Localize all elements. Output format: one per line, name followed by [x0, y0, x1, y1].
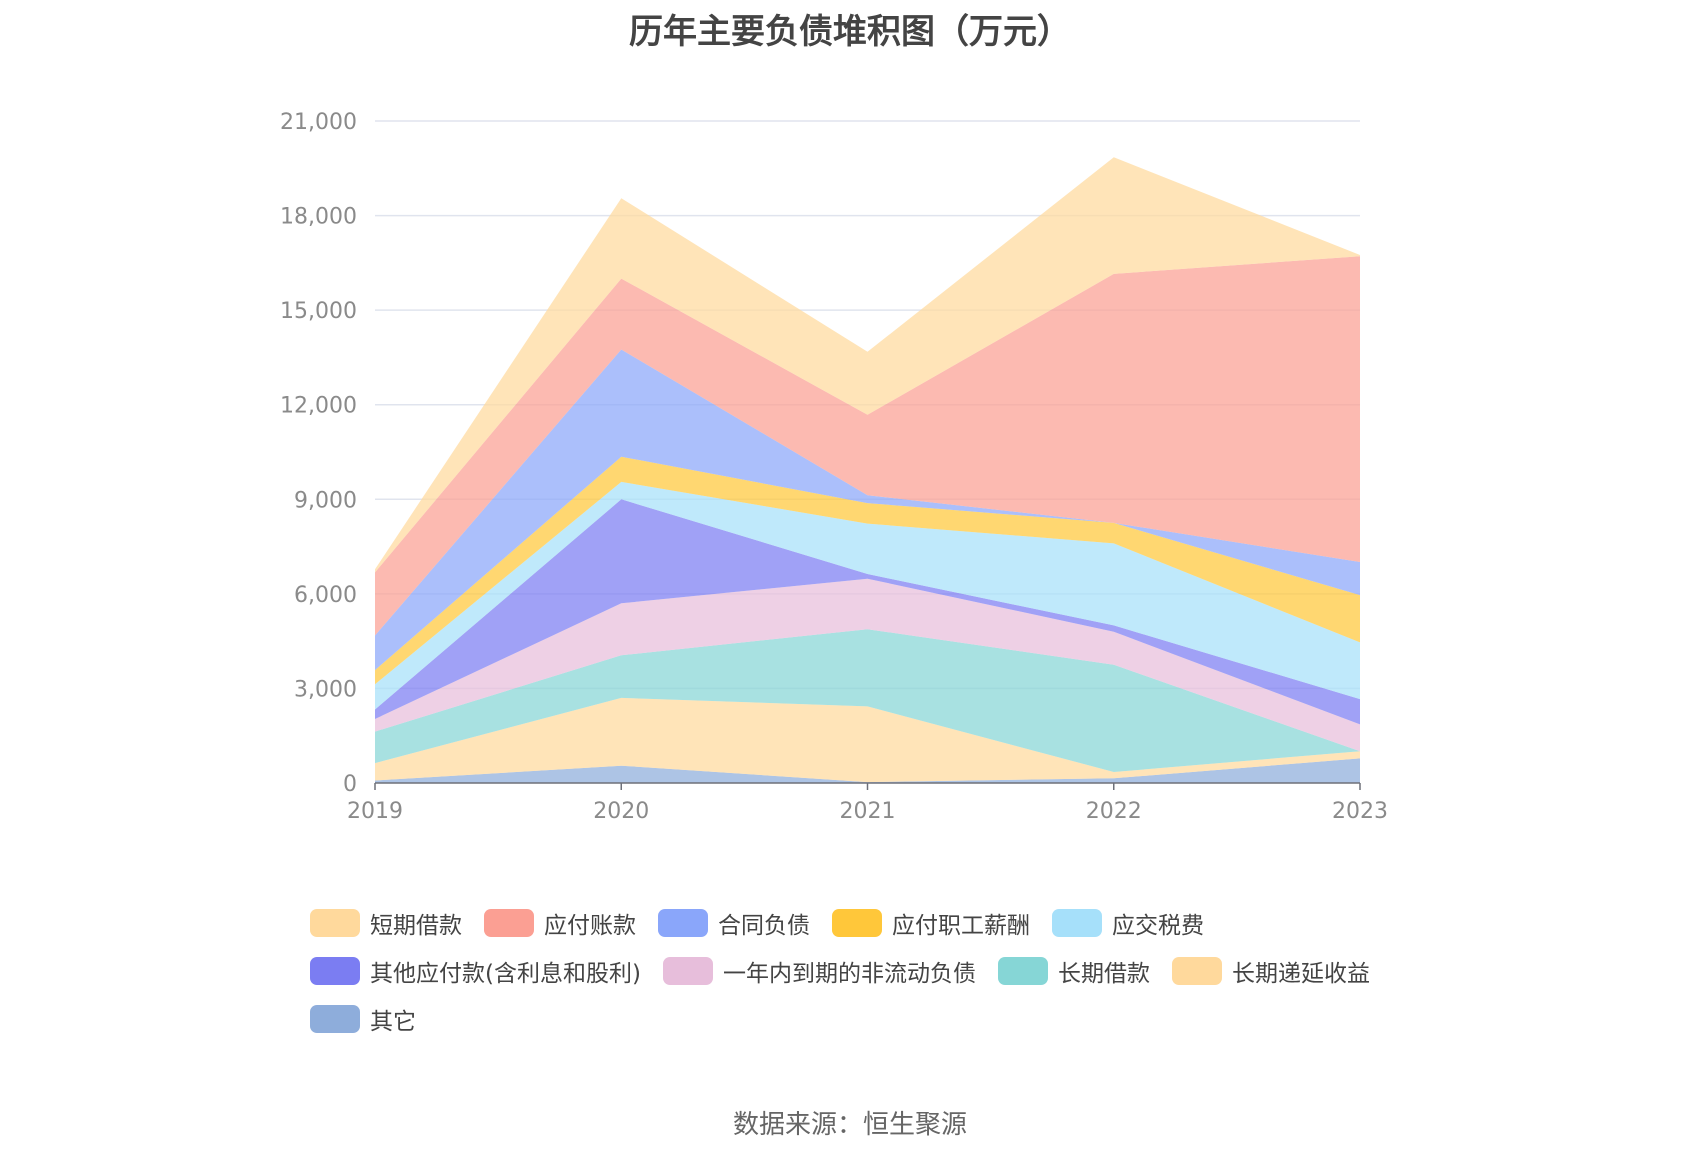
legend-label: 短期借款: [370, 913, 462, 939]
area-应付账款[interactable]: [375, 256, 1360, 636]
legend-item[interactable]: 应付账款: [484, 906, 636, 940]
y-tick-label: 12,000: [280, 394, 357, 419]
legend-item[interactable]: 长期递延收益: [1171, 954, 1370, 988]
legend-label: 长期借款: [1057, 961, 1150, 987]
area-series: [375, 157, 1360, 783]
legend-label: 其他应付款(含利息和股利): [370, 961, 641, 987]
legend-item[interactable]: 应交税费: [1052, 906, 1204, 940]
legend-item[interactable]: 长期借款: [997, 954, 1150, 988]
legend-swatch: [310, 909, 360, 937]
legend-swatch: [484, 909, 534, 937]
area-长期借款[interactable]: [375, 629, 1360, 772]
legend-item[interactable]: 其它: [310, 1002, 416, 1036]
legend-swatch: [1052, 909, 1102, 937]
x-tick-label: 2022: [1086, 799, 1142, 824]
chart-title: 历年主要负债堆积图（万元）: [629, 12, 1071, 52]
area-合同负债[interactable]: [375, 349, 1360, 671]
legend-label: 应交税费: [1112, 913, 1204, 939]
legend-swatch: [310, 957, 360, 985]
y-tick-label: 0: [343, 772, 357, 797]
legend-item[interactable]: 一年内到期的非流动负债: [662, 954, 976, 988]
x-tick-label: 2019: [347, 799, 403, 824]
x-tick-label: 2020: [593, 799, 649, 824]
legend-label: 其它: [370, 1009, 416, 1035]
legend: 短期借款 应付账款 合同负债 应付职工薪酬 应交税费其他应付款(含利息和股利) 一年内到期…: [310, 906, 1490, 1036]
legend-item[interactable]: 其他应付款(含利息和股利): [310, 954, 641, 988]
legend-swatch: [662, 957, 713, 985]
y-tick-label: 18,000: [280, 205, 357, 230]
legend-swatch: [310, 1005, 360, 1033]
legend-item[interactable]: 短期借款: [310, 906, 462, 940]
area-一年内到期的非流动负债[interactable]: [375, 578, 1360, 752]
legend-label: 长期递延收益: [1231, 961, 1370, 987]
y-tick-label: 9,000: [294, 488, 357, 513]
legend-label: 应付职工薪酬: [892, 913, 1030, 939]
legend-label: 应付账款: [544, 913, 636, 939]
legend-swatch: [997, 957, 1048, 985]
area-应交税费[interactable]: [375, 481, 1360, 710]
source-note: 数据来源：恒生聚源: [732, 1110, 967, 1140]
x-tick-label: 2023: [1332, 799, 1388, 824]
area-短期借款[interactable]: [375, 157, 1360, 573]
area-其他应付款(含利息和股利)[interactable]: [375, 499, 1360, 725]
y-tick-label: 3,000: [294, 677, 357, 702]
legend-swatch: [658, 909, 708, 937]
legend-item[interactable]: 合同负债: [658, 906, 810, 940]
legend-label: 合同负债: [718, 913, 810, 939]
y-tick-label: 6,000: [294, 583, 357, 608]
y-tick-label: 21,000: [280, 110, 357, 135]
x-tick-label: 2021: [840, 799, 896, 824]
legend-label: 一年内到期的非流动负债: [722, 961, 976, 987]
legend-swatch: [832, 909, 882, 937]
area-其它[interactable]: [375, 758, 1360, 783]
area-长期递延收益[interactable]: [375, 697, 1360, 783]
axes: 0 3,000 6,000 9,000 12,000 15,000 18,000 21,000…: [280, 110, 1388, 824]
stacked-area-chart: 0 3,000 6,000 9,000 12,000 15,000 18,000 21,000…: [280, 110, 1388, 824]
legend-swatch: [1171, 957, 1222, 985]
y-tick-label: 15,000: [280, 299, 357, 324]
legend-item[interactable]: 应付职工薪酬: [832, 906, 1030, 940]
